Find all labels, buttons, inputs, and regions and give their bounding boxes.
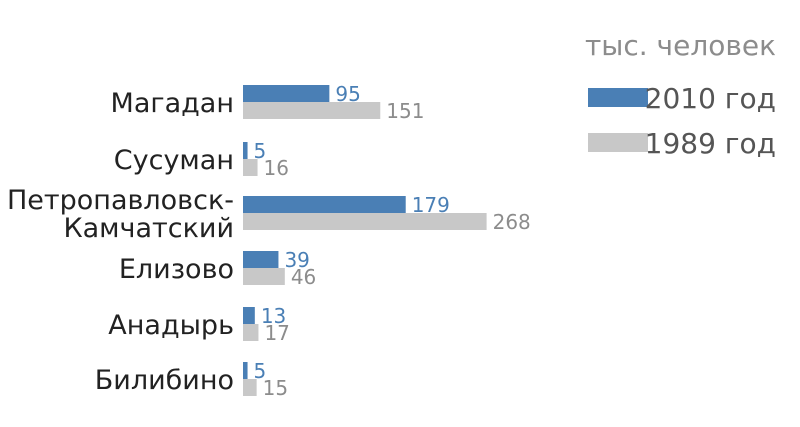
value-label-1989: 46 — [291, 265, 316, 289]
value-label-2010: 5 — [254, 139, 267, 163]
legend-swatch-2010 — [588, 88, 648, 107]
value-label-1989: 16 — [264, 156, 289, 180]
bar-2010 — [243, 142, 248, 159]
category-label: Камчатский — [63, 213, 234, 244]
category-label: Сусуман — [114, 145, 234, 176]
bar-1989 — [243, 159, 258, 176]
bar-1989 — [243, 102, 381, 119]
value-label-2010: 13 — [261, 304, 286, 328]
value-label-2010: 5 — [254, 359, 267, 383]
legend-swatch-1989 — [588, 133, 648, 152]
legend-label-1989: 1989 год — [645, 127, 776, 160]
bar-1989 — [243, 213, 487, 230]
value-label-1989: 17 — [264, 321, 289, 345]
value-label-2010: 39 — [284, 248, 309, 272]
legend-label-2010: 2010 год — [645, 82, 776, 115]
bar-1989 — [243, 379, 257, 396]
legend: 2010 год 1989 год — [588, 82, 776, 160]
value-label-1989: 15 — [263, 376, 288, 400]
category-labels-group: Магадан Сусуман Петропавловск-Камчатский Ел… — [7, 88, 234, 396]
value-label-1989: 151 — [386, 99, 424, 123]
unit-label: тыс. человек — [585, 29, 776, 62]
category-label: Елизово — [119, 254, 234, 285]
category-label: Магадан — [111, 88, 234, 119]
bar-2010 — [243, 307, 255, 324]
bar-2010 — [243, 196, 406, 213]
category-label: Билибино — [95, 365, 234, 396]
value-label-1989: 268 — [493, 210, 531, 234]
bar-2010 — [243, 251, 279, 268]
bar-2010 — [243, 85, 330, 102]
bar-1989 — [243, 268, 285, 285]
bar-1989 — [243, 324, 259, 341]
category-label: Петропавловск- — [7, 185, 234, 216]
category-label: Анадырь — [108, 310, 234, 341]
bar-2010 — [243, 362, 248, 379]
